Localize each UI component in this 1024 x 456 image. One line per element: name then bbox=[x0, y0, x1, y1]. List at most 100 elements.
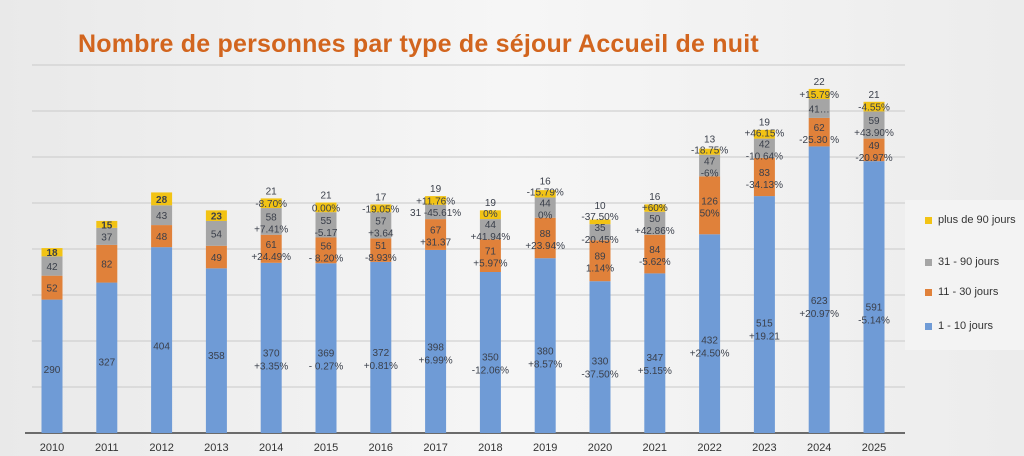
data-label: 404 bbox=[153, 341, 170, 352]
change-label: +43.90% bbox=[854, 128, 894, 139]
change-label: -10.64% bbox=[746, 151, 783, 162]
bar-segment bbox=[425, 196, 447, 205]
legend-item: 11 - 30 jours bbox=[925, 286, 998, 298]
bar-segment bbox=[863, 111, 885, 139]
data-label: 89 bbox=[594, 252, 606, 263]
data-label: 43 bbox=[156, 211, 168, 222]
data-label: 515 bbox=[756, 318, 773, 329]
change-label: +42.86% bbox=[635, 226, 675, 237]
bar-segment bbox=[863, 138, 885, 162]
bar-segment bbox=[479, 239, 501, 272]
bar-segment bbox=[863, 101, 885, 112]
bar-segment bbox=[41, 256, 63, 276]
data-label: 10 bbox=[594, 201, 606, 212]
change-label: - 8.20% bbox=[309, 253, 344, 264]
change-label: 50% bbox=[700, 208, 720, 219]
data-label: 15 bbox=[101, 220, 113, 231]
bar-segment bbox=[589, 281, 611, 433]
data-label: 82 bbox=[101, 260, 113, 271]
bar-segment bbox=[808, 117, 830, 147]
bar-segment bbox=[260, 198, 282, 209]
data-label: 432 bbox=[701, 336, 718, 347]
bar-segment bbox=[753, 157, 775, 197]
change-label: +15.79% bbox=[799, 90, 839, 101]
data-label: 35 bbox=[594, 223, 606, 234]
legend-label: plus de 90 jours bbox=[938, 214, 1016, 226]
data-label: 50 bbox=[649, 214, 661, 225]
x-tick-label: 2015 bbox=[314, 442, 338, 454]
data-label: 369 bbox=[318, 349, 335, 360]
legend: plus de 90 jours 31 - 90 jours 11 - 30 jou… bbox=[905, 200, 1024, 350]
bar-segment bbox=[41, 299, 63, 433]
bar-segment bbox=[205, 245, 227, 269]
bar-segment bbox=[425, 219, 447, 250]
x-tick-label: 2019 bbox=[533, 442, 557, 454]
change-label: -37.50% bbox=[581, 212, 618, 223]
data-label: 19 bbox=[485, 198, 497, 209]
change-label: -19.05% bbox=[362, 204, 399, 215]
data-label: 17 bbox=[375, 192, 387, 203]
data-label: 41… bbox=[809, 104, 830, 115]
bar-segment bbox=[96, 244, 118, 283]
bar-segment bbox=[315, 202, 337, 213]
bar-segment bbox=[808, 146, 830, 434]
x-tick-label: 2018 bbox=[478, 442, 502, 454]
data-label: 21 bbox=[868, 90, 880, 101]
bar-segment bbox=[644, 204, 666, 212]
bar-segment bbox=[151, 247, 173, 433]
data-label: 55 bbox=[320, 216, 332, 227]
data-label: 28 bbox=[156, 195, 168, 206]
bar-segment bbox=[534, 217, 556, 259]
change-label: -8.93% bbox=[365, 253, 397, 264]
legend-item: 1 - 10 jours bbox=[925, 320, 993, 332]
bar-segment bbox=[96, 227, 118, 245]
chart-title: Nombre de personnes par type de séjour A… bbox=[78, 30, 759, 58]
data-label: 44 bbox=[485, 220, 497, 231]
bar-segment bbox=[370, 261, 392, 433]
bar-segment bbox=[753, 196, 775, 433]
data-label: 49 bbox=[211, 253, 223, 264]
bar-segment bbox=[644, 234, 666, 274]
bar-segment bbox=[534, 190, 556, 198]
data-label: 591 bbox=[866, 303, 883, 314]
change-label: -20.45% bbox=[581, 235, 618, 246]
x-tick-label: 2014 bbox=[259, 442, 283, 454]
change-label: +7.41% bbox=[254, 224, 288, 235]
data-label: 71 bbox=[485, 247, 497, 258]
legend-swatch bbox=[925, 216, 932, 224]
data-label: 347 bbox=[646, 353, 663, 364]
data-label: 330 bbox=[592, 357, 609, 368]
data-label: 47 bbox=[704, 157, 716, 168]
x-tick-label: 2012 bbox=[149, 442, 173, 454]
legend-swatch bbox=[925, 322, 932, 330]
data-label: 380 bbox=[537, 346, 554, 357]
bar-segment bbox=[151, 225, 173, 248]
data-label: 58 bbox=[266, 212, 278, 223]
bar-segment bbox=[479, 210, 501, 220]
x-tick-label: 2021 bbox=[643, 442, 667, 454]
data-label: 83 bbox=[759, 168, 771, 179]
data-label: 16 bbox=[649, 192, 661, 203]
bar-segment bbox=[425, 249, 447, 433]
bar-segment bbox=[151, 205, 173, 226]
change-label: +6.99% bbox=[418, 356, 452, 367]
data-label: 372 bbox=[372, 348, 389, 359]
change-label: +19.21 bbox=[749, 331, 780, 342]
data-label: 21 bbox=[266, 186, 278, 197]
change-label: +0.81% bbox=[364, 361, 398, 372]
data-label: 62 bbox=[814, 123, 826, 134]
bar-segment bbox=[479, 272, 501, 433]
legend-label: 1 - 10 jours bbox=[938, 320, 994, 332]
change-label: -12.06% bbox=[472, 366, 509, 377]
change-label: -5.62% bbox=[639, 257, 671, 268]
bar-segment bbox=[699, 234, 721, 433]
change-label: +8.57% bbox=[528, 359, 562, 370]
bar-segment bbox=[260, 262, 282, 433]
bar-segment bbox=[699, 154, 721, 177]
data-label: 22 bbox=[814, 77, 826, 88]
legend-item: 31 - 90 jours bbox=[925, 256, 999, 268]
x-tick-label: 2024 bbox=[807, 442, 831, 454]
bar-segment bbox=[589, 240, 611, 282]
change-label: +11.76% bbox=[416, 196, 455, 207]
